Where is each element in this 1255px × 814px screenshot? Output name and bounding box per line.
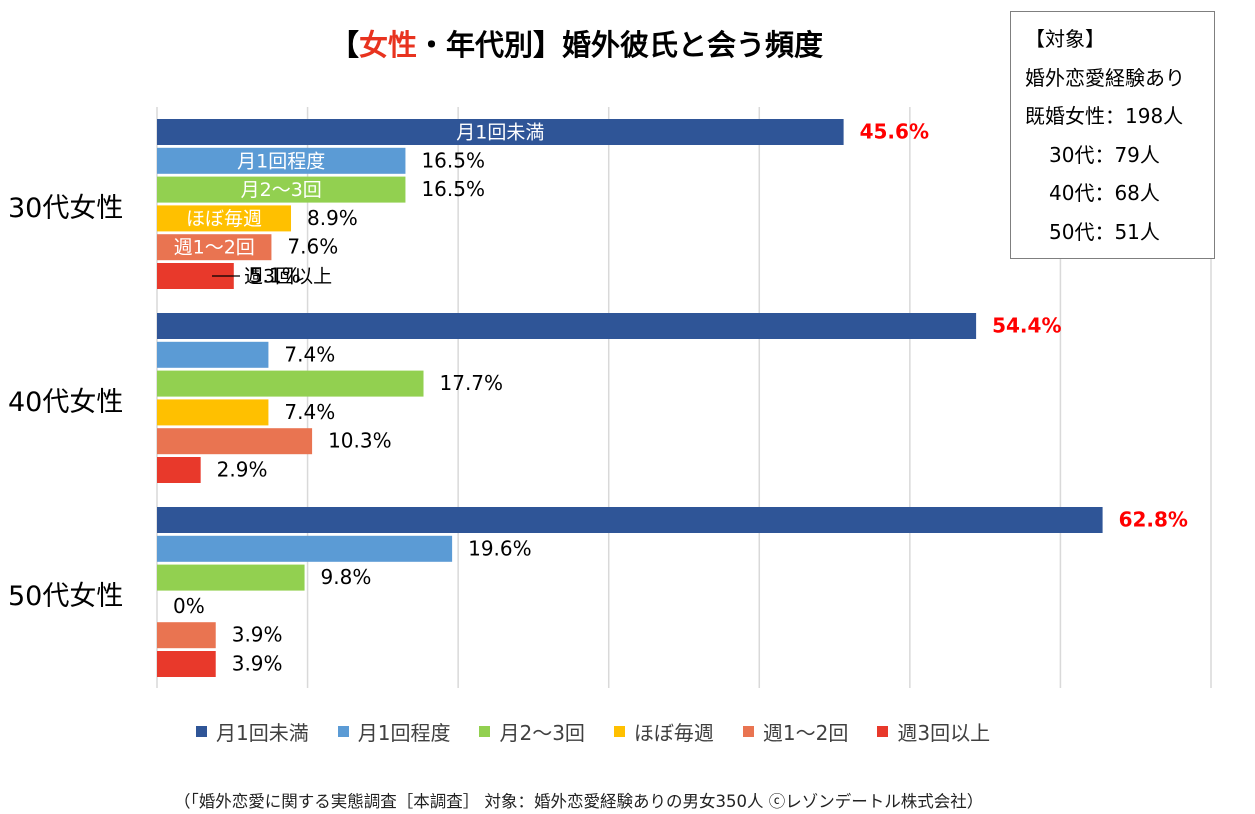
series-name-label: 週3回以上	[244, 266, 332, 288]
legend-swatch	[877, 725, 889, 737]
category-label: 50代女性	[8, 581, 123, 612]
bar	[157, 428, 313, 455]
legend-swatch	[479, 725, 491, 737]
info-line-40s: 40代：68人	[1049, 181, 1160, 205]
data-label: 7.4%	[284, 342, 335, 366]
legend-item: 月2～3回	[479, 717, 585, 746]
legend-item: 週1～2回	[742, 717, 849, 746]
data-label: 54.4%	[992, 314, 1061, 338]
series-name-label: 月1回程度	[237, 150, 325, 172]
legend-swatch	[742, 725, 754, 737]
info-line-experience: 婚外恋愛経験あり	[1025, 65, 1185, 90]
legend-item: 月1回未満	[196, 717, 309, 746]
info-line-30s: 30代：79人	[1049, 142, 1160, 167]
bar	[157, 119, 844, 145]
data-label: 7.6%	[287, 235, 338, 259]
data-label: 10.3%	[328, 429, 392, 453]
bar	[157, 205, 292, 232]
data-label: 45.6%	[860, 120, 929, 144]
bar	[157, 313, 977, 339]
bar	[157, 234, 272, 261]
series-name-label: 週1～2回	[174, 237, 255, 259]
bar	[157, 147, 406, 174]
data-label: 7.4%	[284, 400, 335, 424]
data-label: 2.9%	[217, 458, 268, 482]
title-prefix: 【	[330, 28, 360, 62]
title-suffix: ・年代別】婚外彼氏と会う頻度	[417, 28, 824, 62]
legend-label: 月1回未満	[216, 720, 309, 745]
data-label: 5.1%	[250, 264, 301, 288]
info-line-total: 既婚女性：198人	[1025, 104, 1184, 128]
legend-label: ほぼ毎週	[633, 720, 714, 745]
info-heading: 【対象】	[1025, 27, 1105, 51]
data-label: 16.5%	[421, 148, 485, 172]
chart-legend: 月1回未満 月1回程度 月2～3回 ほぼ毎週 週1～2回 週3回以上	[196, 716, 1019, 746]
data-label: 3.9%	[232, 652, 283, 676]
legend-swatch	[337, 725, 349, 737]
legend-swatch	[196, 725, 207, 737]
bar	[157, 341, 269, 368]
target-info-box: 【対象】 婚外恋愛経験あり 既婚女性：198人 30代：79人 40代：68人 …	[1010, 11, 1215, 259]
info-line-50s: 50代：51人	[1049, 219, 1160, 244]
category-label: 40代女性	[8, 387, 123, 418]
bar	[157, 564, 305, 591]
bar	[157, 507, 1103, 533]
bar	[157, 176, 406, 203]
source-note: （「婚外恋愛に関する実態調査［本調査］ 対象：婚外恋愛経験ありの男女350人 ⓒ…	[174, 792, 984, 811]
bar	[157, 622, 216, 649]
legend-swatch	[613, 725, 625, 737]
data-label: 16.5%	[421, 177, 485, 201]
category-label: 30代女性	[8, 193, 123, 224]
series-name-label: 月1回未満	[456, 122, 544, 144]
bar	[157, 399, 269, 426]
title-accent: 女性	[359, 28, 418, 62]
series-name-label: ほぼ毎週	[186, 208, 262, 230]
legend-label: 月2～3回	[499, 720, 585, 745]
data-label: 8.9%	[307, 206, 358, 230]
data-label: 0%	[173, 594, 205, 618]
legend-item: 週3回以上	[877, 717, 990, 746]
bar	[157, 651, 216, 677]
data-label: 17.7%	[440, 371, 504, 395]
chart-title: 【女性・年代別】婚外彼氏と会う頻度	[330, 22, 950, 64]
legend-item: 月1回程度	[337, 717, 451, 746]
data-label: 62.8%	[1119, 508, 1188, 532]
legend-label: 週3回以上	[897, 720, 991, 745]
bar	[157, 535, 453, 562]
series-name-label: 月2～3回	[241, 179, 322, 201]
bar	[157, 457, 201, 483]
data-label: 3.9%	[232, 623, 283, 647]
legend-label: 月1回程度	[357, 720, 451, 745]
data-label: 9.8%	[321, 565, 372, 589]
legend-label: 週1～2回	[762, 720, 849, 745]
legend-item: ほぼ毎週	[613, 717, 714, 746]
bar	[157, 370, 424, 397]
data-label: 19.6%	[468, 536, 532, 560]
